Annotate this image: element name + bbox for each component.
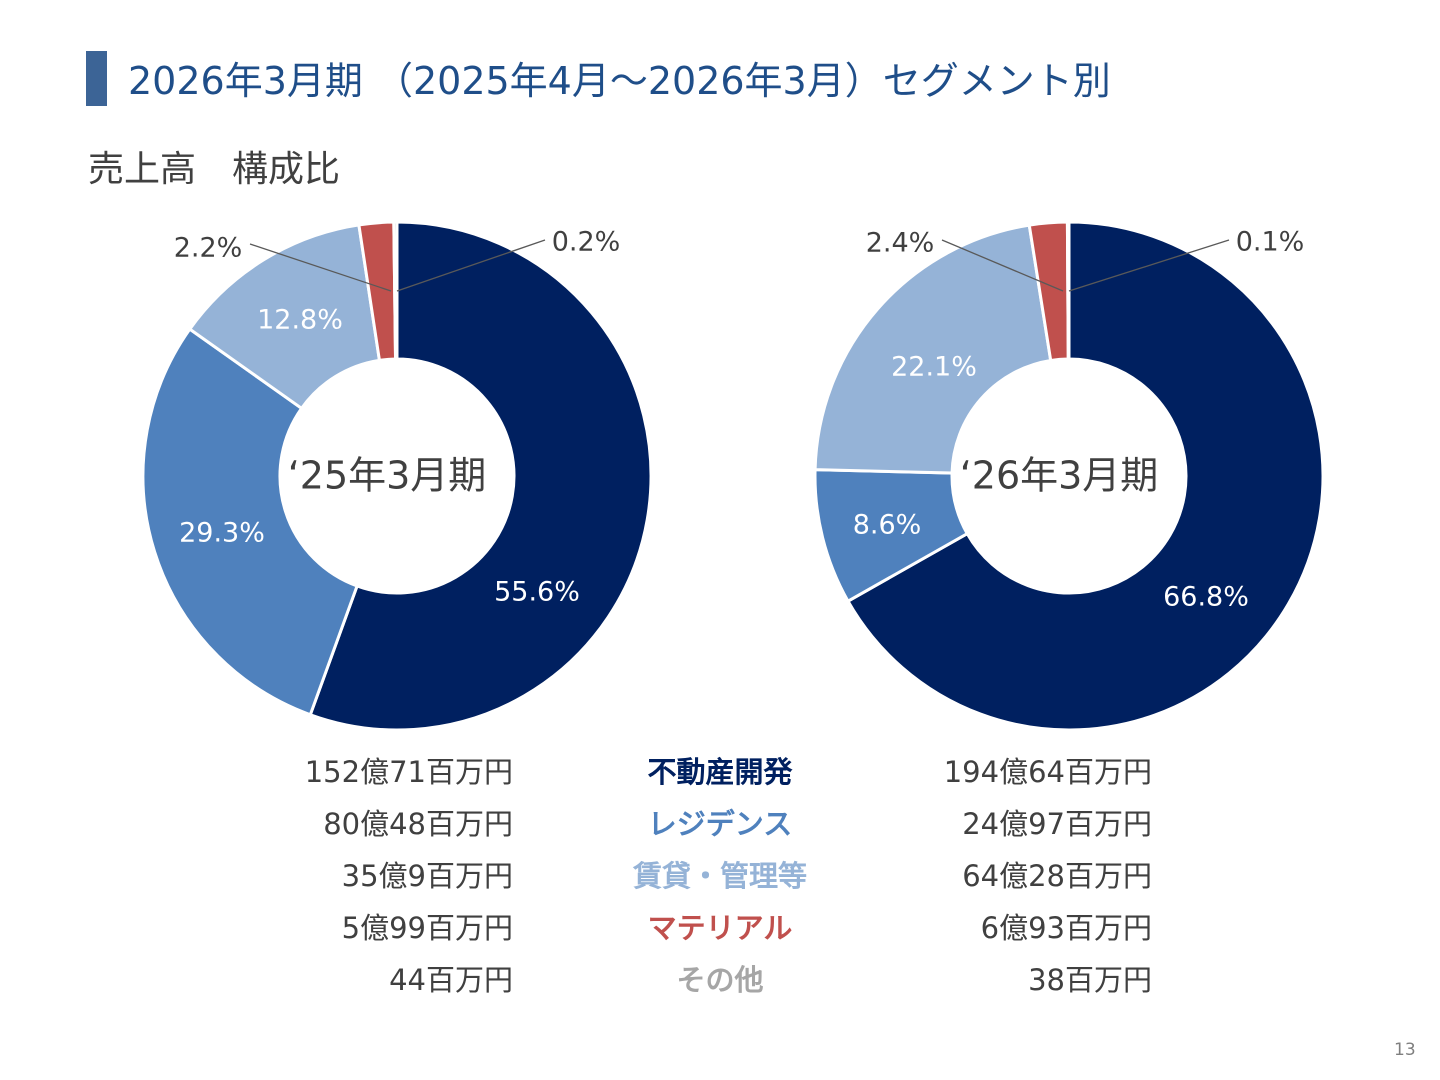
value-fy26-material: 6億93百万円 [980,911,1152,945]
fy26-leader-line-other [1068,239,1230,292]
values-fy26: 194億64百万円 24億97百万円 64億28百万円 6億93百万円 38百万… [712,752,1152,1012]
values-fy25: 152億71百万円 80億48百万円 35億9百万円 5億99百万円 44百万円 [73,752,513,1012]
page-subtitle: 売上高 構成比 [88,149,341,190]
segment-legend: 不動産開発 レジデンス 賃貸・管理等 マテリアル その他 [560,752,880,1012]
value-fy26-rental: 64億28百万円 [962,859,1152,893]
fy25-data-label-real-estate: 55.6% [494,577,580,608]
fy26-slice-other [1065,220,1071,361]
page-title: 2026年3月期 （2025年4月～2026年3月）セグメント別 [128,59,1111,103]
fy25-slice-other [392,220,399,361]
segment-label-material: マテリアル [647,911,793,945]
fy26-data-label-other: 0.1% [1236,227,1305,258]
fy25-leader-line-material [249,243,392,292]
segment-label-rental: 賃貸・管理等 [632,859,807,893]
fy25-data-label-material: 2.2% [174,233,243,264]
value-fy25-material: 5億99百万円 [341,911,513,945]
fy26-slice-rental [813,223,1053,475]
value-fy25-residence: 80億48百万円 [323,807,513,841]
fy26-data-label-rental: 22.1% [891,352,977,383]
value-fy25-rental: 35億9百万円 [341,859,513,893]
fy26-center-label: ‘26年3月期 [960,454,1159,498]
fy25-data-label-rental: 12.8% [257,305,343,336]
value-fy25-other: 44百万円 [389,963,513,997]
fy25-leader-line-other [396,239,546,292]
fy25-center-label: ‘25年3月期 [288,454,487,498]
fy26-data-label-real-estate: 66.8% [1163,582,1249,613]
segment-label-other: その他 [676,963,764,997]
fy26-leader-line-material [941,239,1064,292]
value-fy25-real-estate: 152億71百万円 [304,755,513,789]
fy25-data-label-residence: 29.3% [179,518,265,549]
value-fy26-residence: 24億97百万円 [962,807,1152,841]
value-fy26-real-estate: 194億64百万円 [943,755,1152,789]
fy25-slice-real-estate [308,220,653,732]
fy26-data-label-material: 2.4% [866,228,935,259]
fy26-data-label-residence: 8.6% [853,510,922,541]
segment-label-real-estate: 不動産開発 [647,755,793,789]
fy25-slice-residence [141,327,359,717]
page-number: 13 [1394,1040,1416,1060]
value-fy26-other: 38百万円 [1028,963,1152,997]
fy25-data-label-other: 0.2% [552,227,621,258]
segment-label-residence: レジデンス [647,807,793,841]
fy26-slice-real-estate [845,220,1325,732]
title-accent-bar [86,51,107,106]
